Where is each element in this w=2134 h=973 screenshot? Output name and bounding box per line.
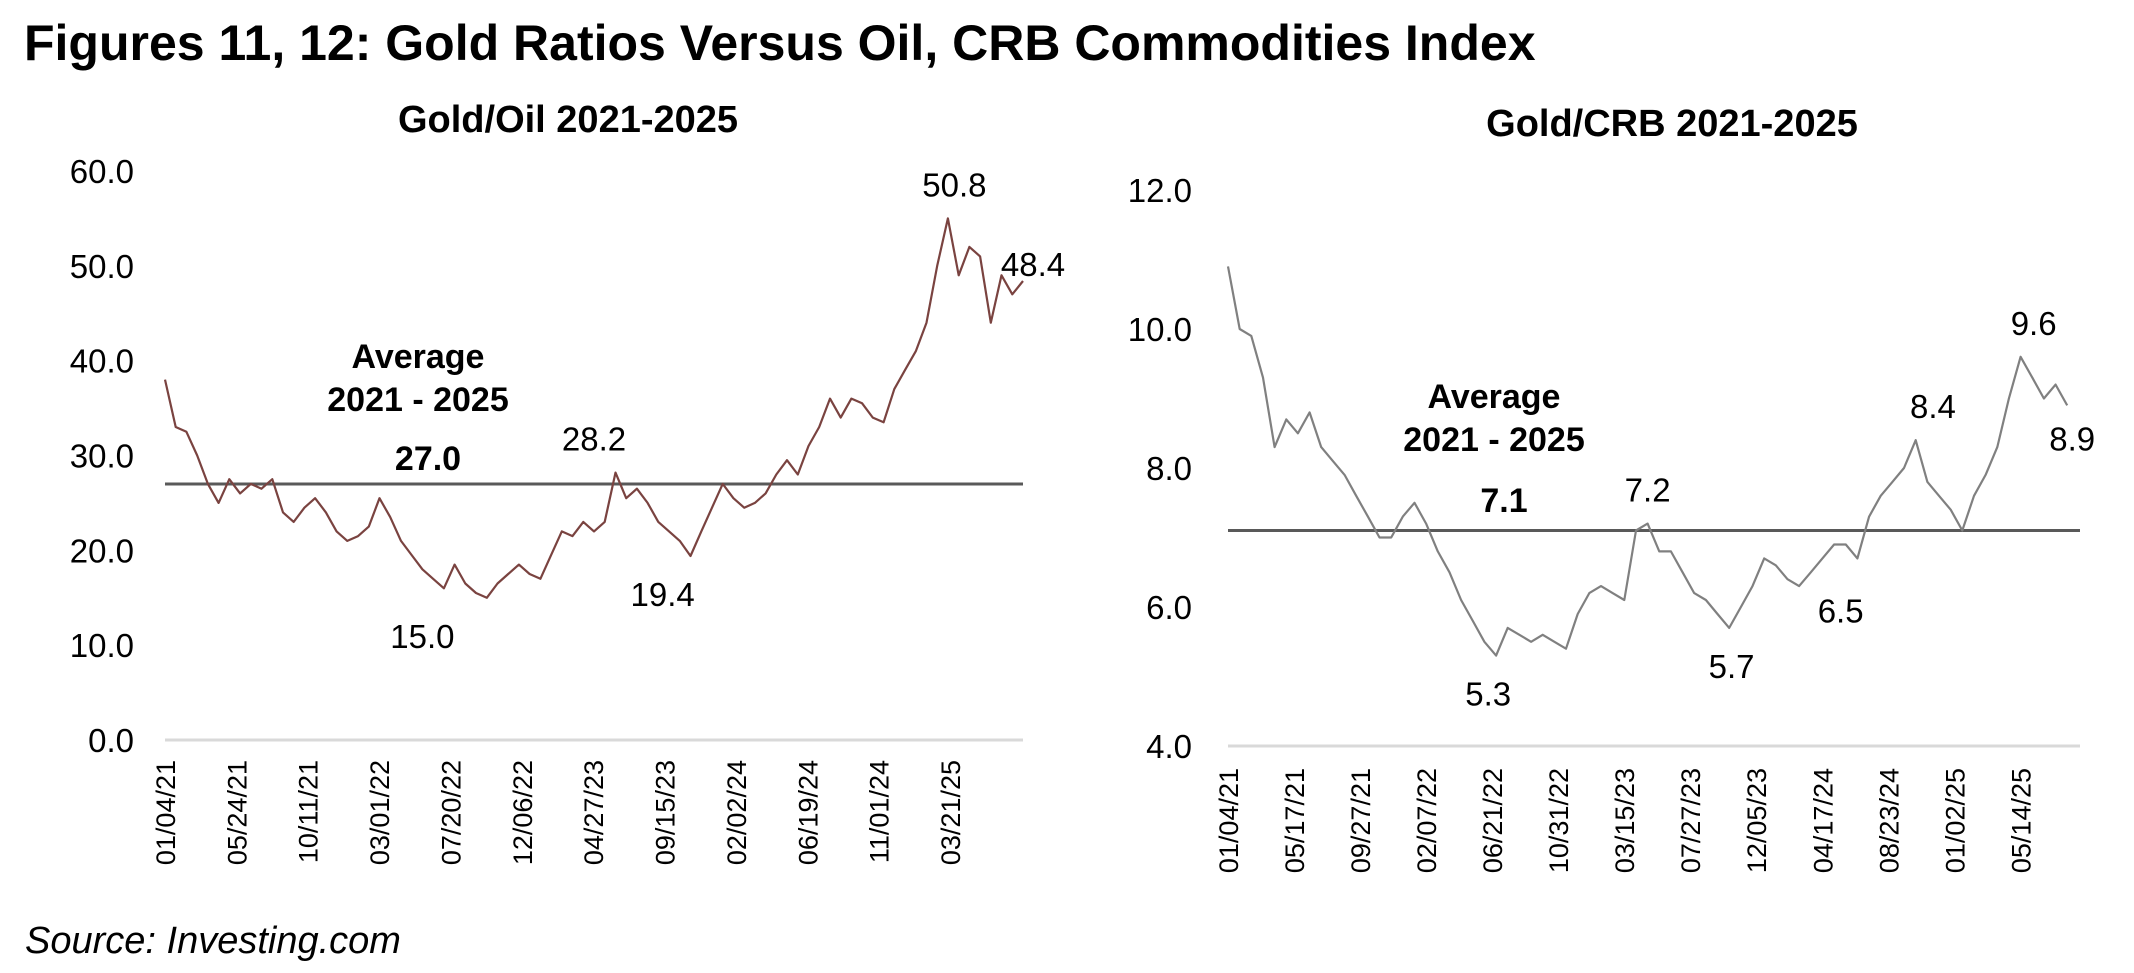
y-tick-label: 6.0 bbox=[1146, 589, 1192, 626]
y-tick-label: 50.0 bbox=[70, 248, 134, 285]
source-note: Source: Investing.com bbox=[25, 920, 401, 962]
x-tick-label: 01/04/21 bbox=[151, 760, 181, 865]
chart-title: Gold/Oil 2021-2025 bbox=[398, 99, 738, 141]
y-tick-label: 30.0 bbox=[70, 438, 134, 475]
data-label: 8.9 bbox=[2049, 420, 2095, 457]
x-tick-label: 03/21/25 bbox=[936, 760, 966, 865]
data-label: 28.2 bbox=[562, 421, 626, 458]
series-line bbox=[163, 217, 1024, 599]
y-tick-label: 60.0 bbox=[70, 153, 134, 190]
data-label: 6.5 bbox=[1818, 592, 1864, 629]
x-tick-label: 04/27/23 bbox=[579, 760, 609, 865]
x-tick-label: 01/02/25 bbox=[1940, 768, 1970, 873]
y-tick-label: 8.0 bbox=[1146, 450, 1192, 487]
average-label-period: 2021 - 2025 bbox=[327, 381, 509, 419]
x-tick-label: 09/27/21 bbox=[1346, 768, 1376, 873]
x-tick-label: 03/15/23 bbox=[1610, 768, 1640, 873]
data-label: 7.2 bbox=[1625, 472, 1671, 509]
y-tick-label: 20.0 bbox=[70, 532, 134, 569]
y-tick-label: 12.0 bbox=[1128, 172, 1192, 209]
data-label: 48.4 bbox=[1001, 246, 1065, 283]
x-tick-label: 12/05/23 bbox=[1742, 768, 1772, 873]
x-tick-label: 06/21/22 bbox=[1478, 768, 1508, 873]
data-label: 5.3 bbox=[1465, 676, 1511, 713]
x-tick-label: 12/06/22 bbox=[508, 760, 538, 865]
x-tick-label: 07/27/23 bbox=[1676, 768, 1706, 873]
x-tick-label: 10/31/22 bbox=[1544, 768, 1574, 873]
chart-title: Gold/CRB 2021-2025 bbox=[1486, 103, 1858, 145]
data-label: 8.4 bbox=[1910, 388, 1956, 425]
x-tick-label: 09/15/23 bbox=[651, 760, 681, 865]
x-tick-label: 02/02/24 bbox=[722, 760, 752, 865]
x-tick-label: 06/19/24 bbox=[793, 760, 823, 865]
x-tick-label: 05/14/25 bbox=[2006, 768, 2036, 873]
data-label: 50.8 bbox=[922, 166, 986, 203]
x-tick-label: 03/01/22 bbox=[365, 760, 395, 865]
y-tick-label: 4.0 bbox=[1146, 728, 1192, 765]
data-label: 19.4 bbox=[631, 576, 695, 613]
x-tick-label: 08/23/24 bbox=[1874, 768, 1904, 873]
data-label: 15.0 bbox=[390, 618, 454, 655]
average-label-period: 2021 - 2025 bbox=[1403, 421, 1585, 459]
x-tick-label: 02/07/22 bbox=[1412, 768, 1442, 873]
series-line bbox=[1226, 266, 2069, 657]
x-tick-label: 10/11/21 bbox=[294, 760, 324, 863]
average-label-title: Average bbox=[352, 338, 485, 376]
data-label: 9.6 bbox=[2011, 305, 2057, 342]
y-tick-label: 10.0 bbox=[70, 627, 134, 664]
x-tick-label: 07/20/22 bbox=[436, 760, 466, 865]
gold-crb-chart: Gold/CRB 2021-2025 4.0 6.0 8.0 10.0 12.0 01/04… bbox=[1128, 103, 2095, 873]
average-label-title: Average bbox=[1428, 378, 1561, 416]
figure-title: Figures 11, 12: Gold Ratios Versus Oil, … bbox=[24, 15, 1536, 71]
x-tick-label: 04/17/24 bbox=[1808, 768, 1838, 873]
x-tick-label: 01/04/21 bbox=[1214, 768, 1244, 873]
x-tick-label: 11/01/24 bbox=[865, 760, 895, 863]
average-label-value: 27.0 bbox=[395, 440, 461, 478]
average-label-value: 7.1 bbox=[1480, 482, 1527, 520]
y-tick-label: 0.0 bbox=[88, 722, 134, 759]
y-tick-label: 40.0 bbox=[70, 343, 134, 380]
gold-oil-chart: Gold/Oil 2021-2025 0.0 10.0 20.0 30.0 40.0 50.… bbox=[70, 99, 1065, 865]
data-label: 5.7 bbox=[1709, 648, 1755, 685]
x-tick-label: 05/24/21 bbox=[222, 760, 252, 865]
y-tick-label: 10.0 bbox=[1128, 311, 1192, 348]
x-tick-label: 05/17/21 bbox=[1280, 768, 1310, 873]
